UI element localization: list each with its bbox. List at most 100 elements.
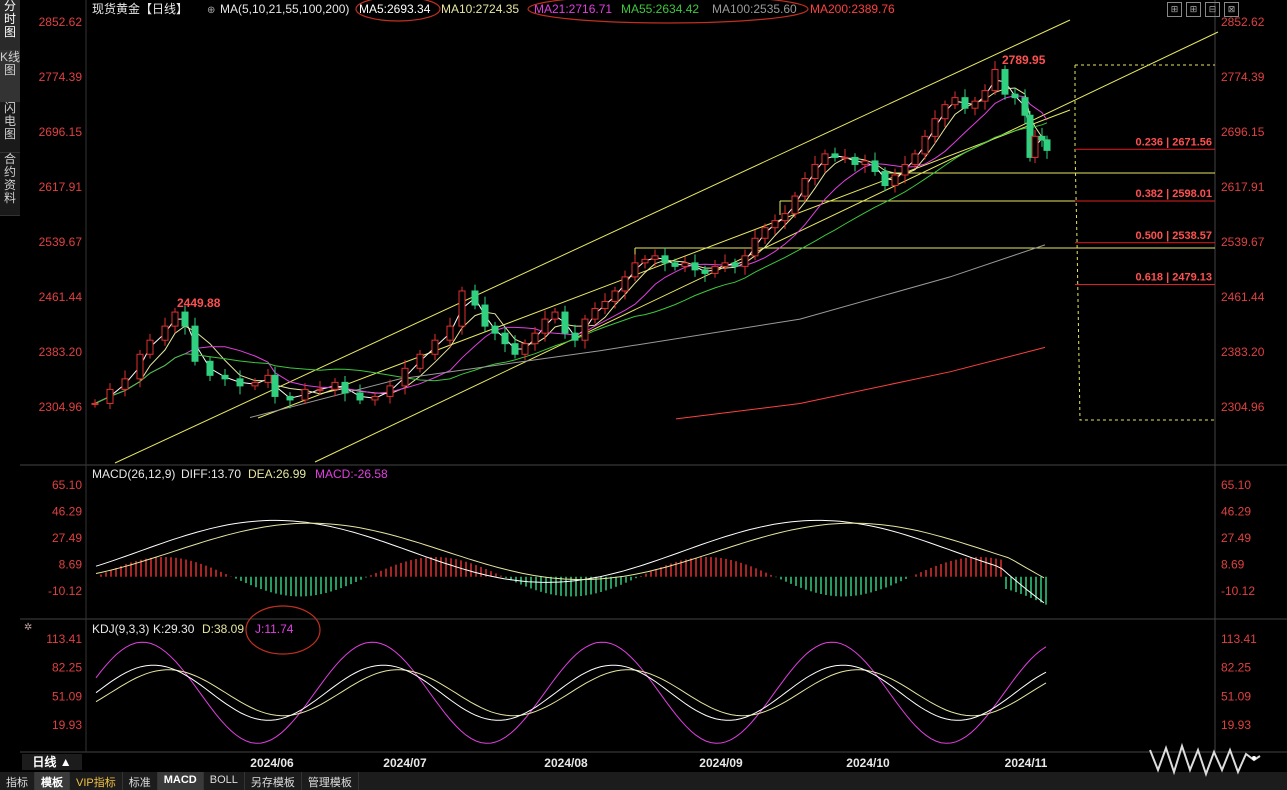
tab-template[interactable]: 模板 (35, 772, 70, 790)
ma-line-0 (94, 79, 1048, 404)
close-panel-icon[interactable]: ⊠ (1224, 2, 1239, 17)
candle-body-85 (1031, 135, 1039, 158)
candle-body-65 (841, 156, 849, 159)
candle-body-3 (136, 353, 144, 380)
fib-label-1: 0.382 | 2598.01 (1136, 188, 1212, 200)
fib-levels: 0.236 | 2671.56 0.382 | 2598.01 0.500 | 25… (1075, 136, 1215, 286)
candle-body-23 (401, 367, 409, 387)
bottom-tab-bar: 指标 模板 VIP指标 标准 MACD BOLL 另存模板 管理模板 (0, 772, 1287, 790)
macd-y-axis: 65.10 65.10 46.29 46.29 27.49 27.49 8.69 8.69 -1… (48, 478, 1255, 598)
candle-body-50 (691, 262, 699, 271)
candle-body-53 (721, 262, 729, 267)
main-legend: 现货黄金【日线】 ⊕ MA(5,10,21,55,100,200) MA5:26… (92, 0, 895, 24)
macd-tick-left-0: 65.10 (52, 478, 82, 492)
candle-body-21 (371, 395, 379, 401)
candle-body-25 (431, 339, 439, 355)
y-tick-left-5: 2461.44 (39, 290, 83, 304)
sidebar-tab-0[interactable]: 分时图 (0, 0, 20, 51)
candle-body-6 (171, 311, 179, 327)
zoom-in-icon[interactable]: ⊞ (1186, 2, 1201, 17)
y-tick-right-5: 2461.44 (1221, 290, 1265, 304)
candle-body-71 (901, 163, 909, 176)
candle-body-34 (531, 332, 539, 345)
candle-body-5 (161, 325, 169, 341)
candle-body-0 (91, 402, 99, 405)
x-label-5: 2024/11 (1005, 756, 1048, 770)
y-tick-left-0: 2852.62 (39, 15, 83, 29)
y-tick-right-2: 2696.15 (1221, 125, 1265, 139)
tab-vip-indicators[interactable]: VIP指标 (70, 772, 123, 790)
kdj-tick-left-3: 19.93 (52, 718, 82, 732)
tab-save-template[interactable]: 另存模板 (245, 772, 302, 790)
x-axis: 2024/06 2024/07 2024/08 2024/09 2024/10 2024/… (250, 756, 1047, 770)
macd-lines (95, 519, 1045, 604)
ma-legend-3: MA55:2634.42 (621, 2, 699, 16)
candle-body-59 (781, 213, 789, 222)
candle-body-48 (671, 262, 679, 267)
tab-macd[interactable]: MACD (157, 772, 204, 790)
candle-body-78 (971, 100, 979, 109)
sidebar-tab-1[interactable]: K线图 (0, 51, 20, 102)
candle-body-36 (551, 311, 559, 320)
macd-dea: DEA:26.99 (248, 467, 306, 481)
candle-body-24 (416, 353, 424, 369)
tab-standard[interactable]: 标准 (123, 772, 158, 790)
candle-body-8 (191, 325, 199, 362)
candle-body-67 (861, 160, 869, 165)
grid-icon[interactable]: ⊞ (1167, 2, 1182, 17)
candle-body-43 (621, 276, 629, 292)
candle-body-73 (921, 135, 929, 155)
kdj-tick-right-0: 113.41 (1221, 632, 1257, 646)
candle-body-26 (446, 325, 454, 341)
ma-line-2 (94, 94, 1048, 404)
candle-body-42 (611, 290, 619, 303)
candle-body-46 (651, 255, 659, 260)
annotation-prev-high: 2449.88 (177, 296, 221, 310)
candle-body-61 (801, 177, 809, 197)
candle-body-70 (891, 174, 899, 187)
x-label-0: 2024/06 (250, 756, 294, 770)
tab-manage-template[interactable]: 管理模板 (302, 772, 359, 790)
period-tag[interactable]: 日线 ▲ (22, 754, 82, 770)
zoom-out-icon[interactable]: ⊟ (1205, 2, 1220, 17)
macd-tick-right-0: 65.10 (1221, 478, 1251, 492)
tab-indicators[interactable]: 指标 (0, 772, 35, 790)
kdj-lines (95, 641, 1047, 744)
fib-label-0: 0.236 | 2671.56 (1136, 136, 1212, 148)
candle-body-38 (571, 332, 579, 341)
sidebar-tab-3[interactable]: 合约资料 (0, 153, 20, 216)
candle-body-37 (561, 311, 569, 334)
kdj-tick-right-2: 51.09 (1221, 689, 1251, 703)
ma-legend-5: MA200:2389.76 (810, 2, 895, 16)
highlight-circle-ma-group (527, 0, 809, 24)
candle-body-40 (591, 308, 599, 320)
candle-body-13 (264, 374, 272, 383)
main-title: 现货黄金【日线】 (92, 1, 188, 16)
candle-body-79 (981, 90, 989, 102)
ma-line-3 (94, 122, 1048, 404)
ma-legend-0: MA5:2693.34 (359, 2, 431, 16)
candle-body-27 (458, 290, 466, 327)
candle-body-20 (356, 392, 364, 401)
highlight-circle-kdj (245, 605, 321, 655)
y-tick-right-4: 2539.67 (1221, 235, 1265, 249)
candle-body-66 (851, 156, 859, 165)
ma-legend-1: MA10:2724.35 (441, 2, 519, 16)
candle-body-22 (386, 385, 394, 397)
candle-body-30 (491, 325, 499, 334)
candle-body-16 (301, 388, 309, 401)
kdj-j-line (95, 641, 1047, 744)
candle-body-64 (831, 153, 839, 158)
window-controls: ⊞ ⊞ ⊟ ⊠ (1167, 2, 1239, 17)
macd-diff: DIFF:13.70 (181, 467, 241, 481)
candle-body-63 (821, 153, 829, 165)
sidebar-tab-2[interactable]: 闪电图 (0, 102, 20, 153)
y-tick-left-7: 2304.96 (39, 400, 83, 414)
candle-body-68 (871, 160, 879, 172)
macd-tick-left-4: -10.12 (48, 584, 82, 598)
y-tick-right-6: 2383.20 (1221, 345, 1265, 359)
candle-body-52 (711, 265, 719, 274)
y-tick-right-0: 2852.62 (1221, 15, 1265, 29)
tab-boll[interactable]: BOLL (204, 772, 245, 790)
macd-tick-left-1: 46.29 (52, 505, 82, 519)
